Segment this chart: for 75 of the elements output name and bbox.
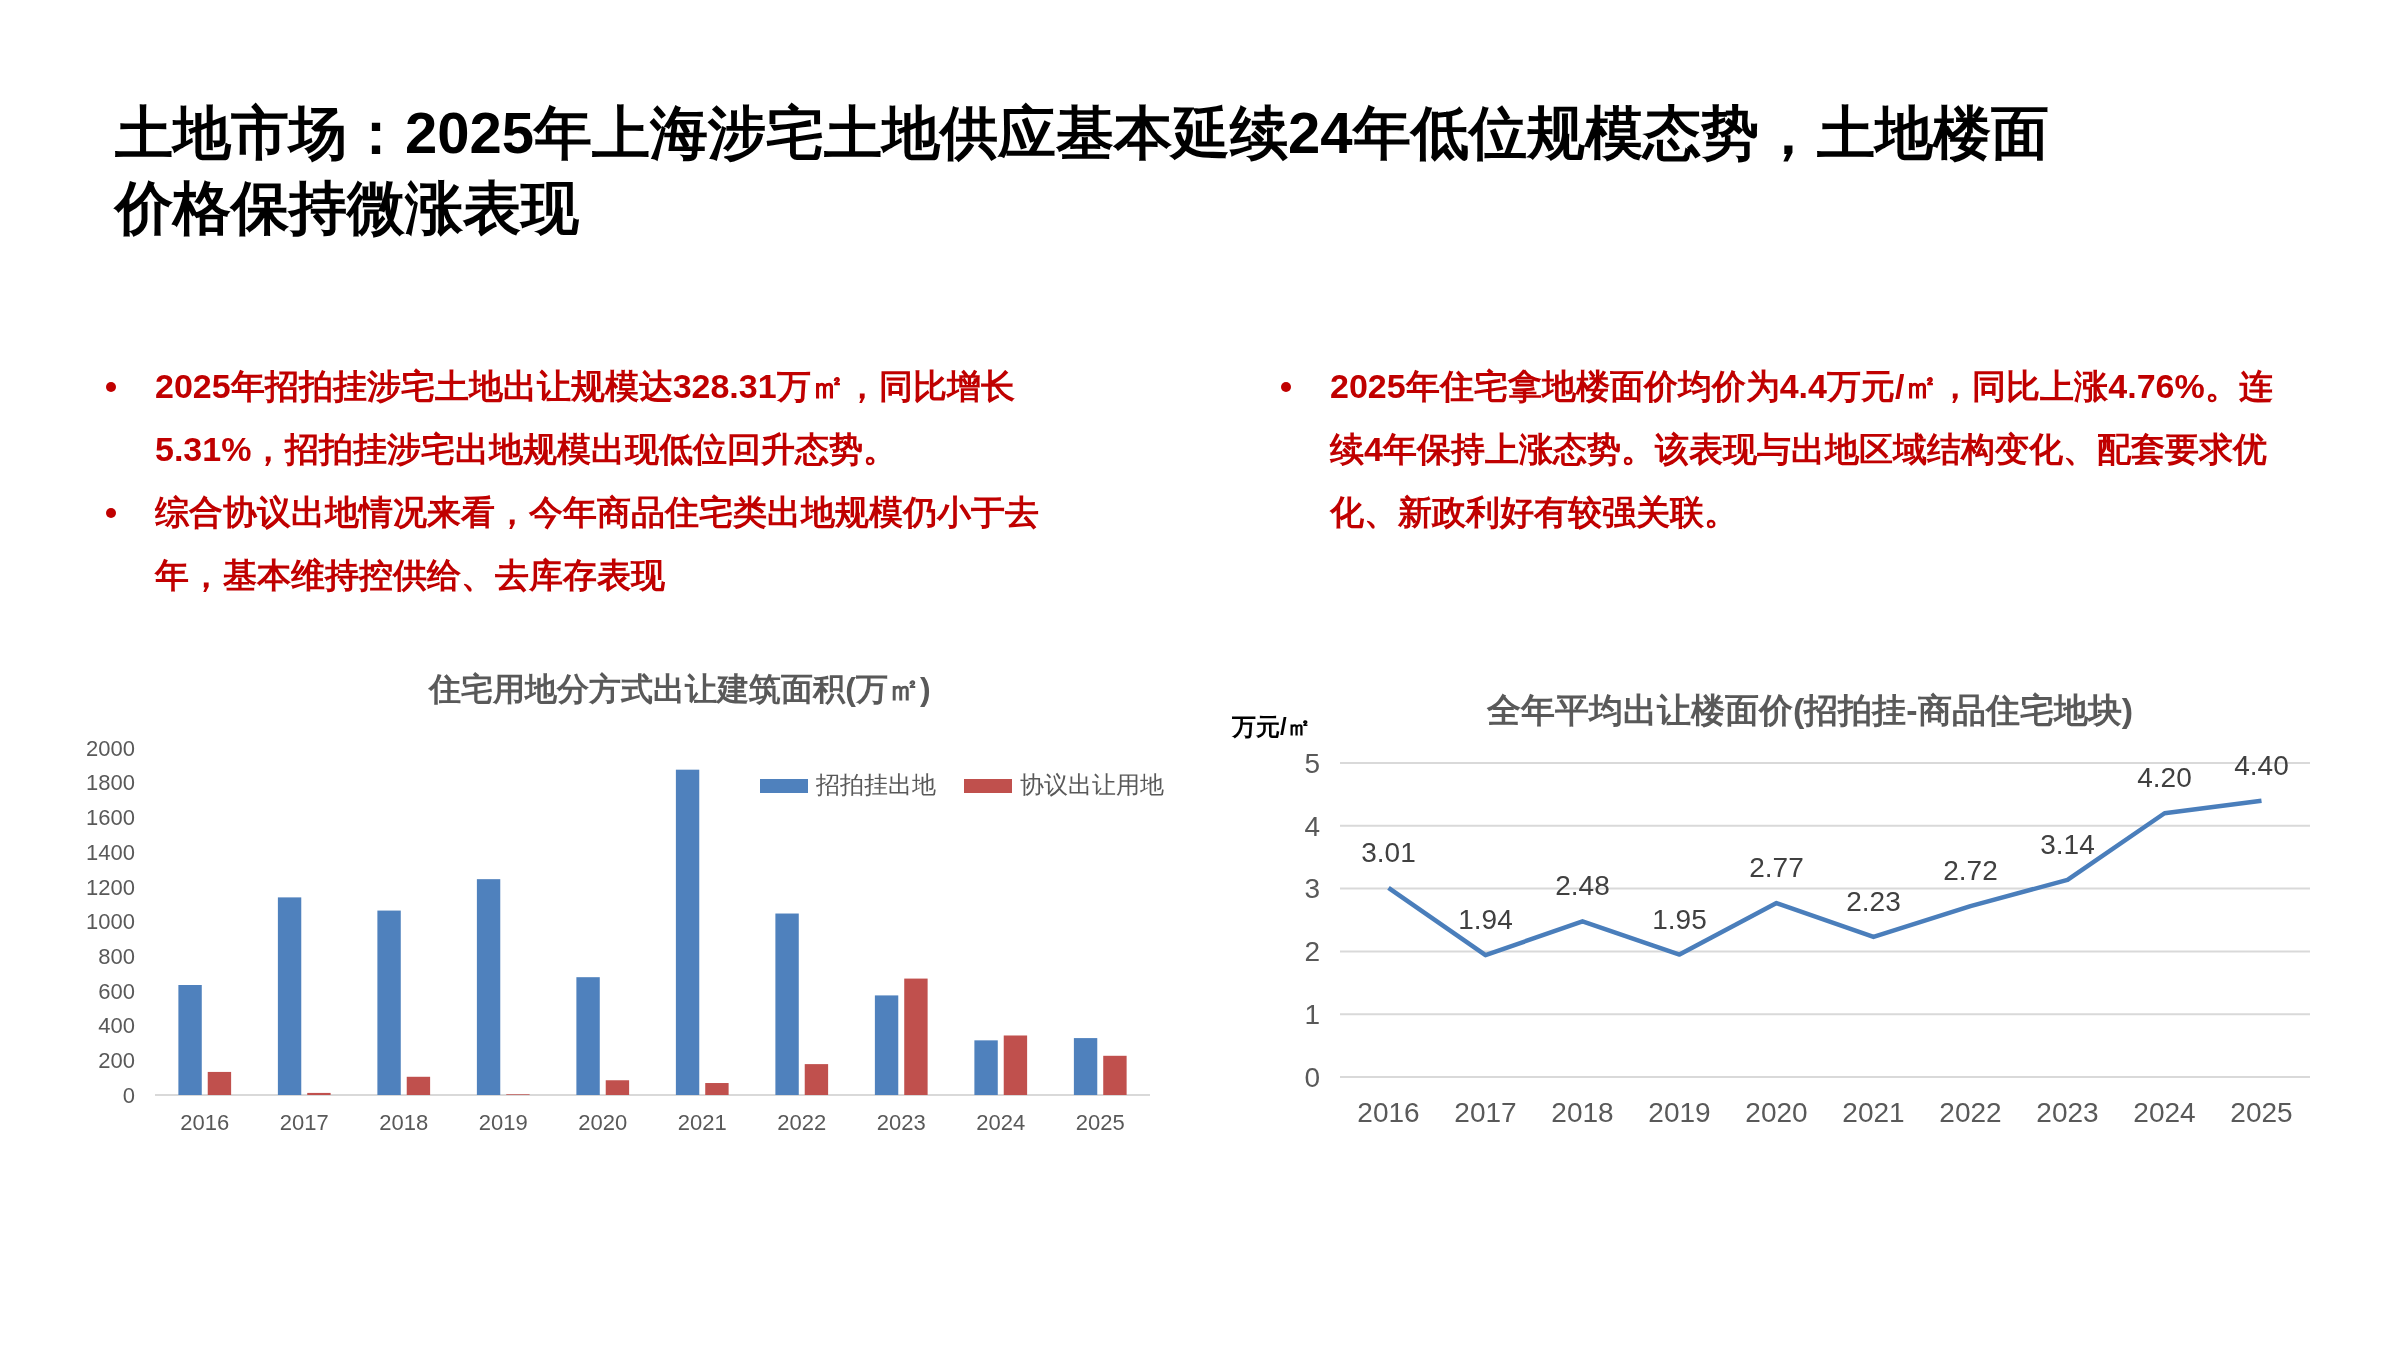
- bar: [904, 978, 928, 1095]
- y-tick-label: 1800: [86, 770, 135, 796]
- x-tick-label: 2022: [1939, 1096, 2002, 1128]
- x-tick-label: 2023: [876, 1110, 926, 1136]
- y-axis-title: 万元/㎡: [1231, 713, 1311, 740]
- data-label: 4.40: [2234, 749, 2289, 781]
- x-tick-label: 2022: [777, 1110, 827, 1136]
- y-tick-label: 2: [1304, 936, 1320, 968]
- x-tick-label: 2018: [379, 1110, 429, 1136]
- x-tick-label: 2016: [180, 1110, 230, 1136]
- bar: [576, 977, 600, 1095]
- text: 综合协议出地情况来看，今年商品住宅类出地规模仍小于去年，基本维持控供给、去库存表现: [153, 492, 1040, 596]
- x-tick-label: 2016: [1357, 1096, 1420, 1128]
- y-tick-label: 0: [1304, 1061, 1320, 1093]
- y-tick-label: 1600: [86, 805, 135, 831]
- data-label: 3.01: [1361, 836, 1416, 868]
- bar: [775, 913, 799, 1095]
- x-tick-label: 2021: [1842, 1096, 1905, 1128]
- y-tick-label: 1400: [86, 839, 135, 865]
- data-label: 2.23: [1846, 885, 1901, 917]
- text: 土地市场：2025年上海涉宅土地供应基本延续24年低位规模态势，土地楼面价格保持微涨表现: [115, 99, 2050, 243]
- x-tick-label: 2025: [2230, 1096, 2293, 1128]
- y-tick-label: 200: [98, 1048, 135, 1073]
- x-tick-label: 2017: [1454, 1096, 1517, 1128]
- data-label: 2.77: [1749, 852, 1804, 884]
- data-label: 2.48: [1555, 870, 1610, 902]
- bar: [406, 1076, 431, 1095]
- y-tick-label: 2000: [86, 735, 135, 761]
- y-tick-label: 800: [98, 943, 135, 969]
- x-tick-label: 2018: [1551, 1096, 1614, 1128]
- y-tick-label: 3: [1304, 873, 1320, 905]
- x-tick-label: 2024: [976, 1110, 1026, 1136]
- data-label: 2.72: [1943, 855, 1998, 887]
- y-tick-label: 4: [1304, 810, 1320, 842]
- bar: [804, 1064, 829, 1095]
- chart-title: 全年平均出让楼面价(招拍挂-商品住宅地块): [1486, 691, 2133, 729]
- bar: [705, 1083, 729, 1095]
- bar: [377, 910, 401, 1095]
- y-tick-label: 1: [1304, 999, 1320, 1030]
- x-tick-label: 2017: [279, 1110, 329, 1136]
- x-tick-label: 2019: [478, 1110, 528, 1136]
- text: 2025年招拍挂涉宅土地出让规模达328.31万㎡，同比增长5.31%，招拍挂涉宅出地规模出现低位回升态势。: [154, 366, 1016, 470]
- y-tick-label: 0: [122, 1082, 135, 1108]
- bar: [207, 1071, 232, 1095]
- bar: [277, 897, 302, 1095]
- x-tick-label: 2025: [1075, 1110, 1125, 1136]
- x-tick-label: 2020: [1745, 1096, 1808, 1128]
- y-tick-label: 600: [98, 978, 135, 1004]
- bar: [1103, 1055, 1127, 1095]
- bar: [1003, 1035, 1028, 1095]
- chart-title: 住宅用地分方式出让建筑面积(万㎡): [427, 671, 931, 707]
- bar: [178, 985, 202, 1095]
- data-label: 1.95: [1652, 903, 1707, 935]
- bar: [476, 879, 501, 1095]
- bar: [874, 995, 899, 1095]
- y-tick-label: 5: [1304, 747, 1320, 779]
- x-tick-label: 2019: [1648, 1096, 1711, 1128]
- y-tick-label: 400: [98, 1013, 135, 1039]
- data-label: 3.14: [2040, 828, 2095, 860]
- data-label: 4.20: [2137, 762, 2192, 794]
- bar: [974, 1040, 998, 1095]
- x-tick-label: 2020: [578, 1110, 628, 1136]
- bar: [675, 769, 700, 1095]
- y-tick-label: 1000: [86, 909, 135, 935]
- bar: [307, 1092, 331, 1095]
- bar: [605, 1080, 630, 1095]
- bar: [1073, 1038, 1098, 1095]
- legend-label: 协议出让用地: [1020, 771, 1164, 798]
- y-tick-label: 1200: [86, 874, 135, 900]
- legend-label: 招拍挂出地: [815, 771, 936, 798]
- data-label: 1.94: [1458, 904, 1513, 936]
- x-tick-label: 2024: [2133, 1096, 2196, 1128]
- text: 2025年住宅拿地楼面价均价为4.4万元/㎡，同比上涨4.76%。连续4年保持上涨态势。该表现与出地区域结构变化、配套要求优化、新政利好有较强关联。: [1328, 366, 2274, 533]
- x-tick-label: 2021: [677, 1110, 727, 1136]
- x-tick-label: 2023: [2036, 1096, 2099, 1128]
